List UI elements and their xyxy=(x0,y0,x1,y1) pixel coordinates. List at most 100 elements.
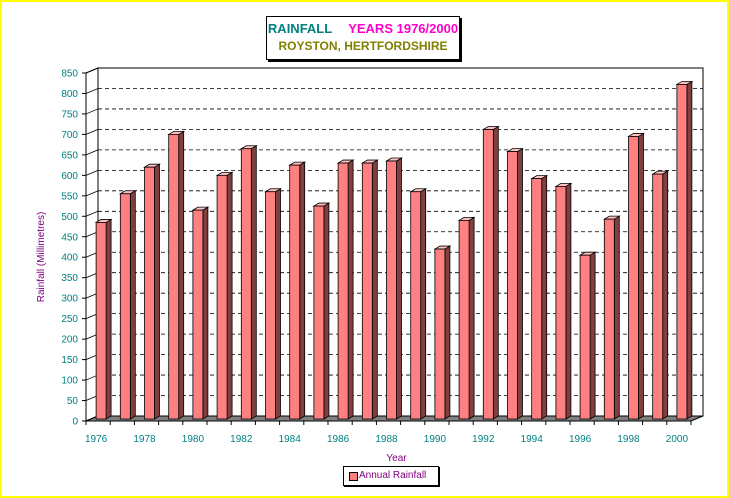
bar-side xyxy=(226,171,233,420)
x-tick-label: 1988 xyxy=(375,434,398,445)
bar xyxy=(95,222,107,420)
bar-side xyxy=(589,251,596,420)
bar xyxy=(579,254,591,420)
x-tick-label: 1984 xyxy=(279,434,302,445)
bar xyxy=(603,218,615,420)
y-tick-label: 600 xyxy=(61,171,78,182)
y-tick-label: 150 xyxy=(61,355,78,366)
bar-side xyxy=(565,182,572,420)
y-tick-label: 750 xyxy=(61,109,78,120)
side-wall-tick xyxy=(85,108,99,115)
x-tick-label: 1998 xyxy=(617,434,640,445)
bar-side xyxy=(178,130,185,420)
bar-side xyxy=(347,159,354,420)
bar xyxy=(652,173,664,420)
x-tick-label: 1982 xyxy=(230,434,253,445)
bar xyxy=(555,186,567,420)
legend-label: Annual Rainfall xyxy=(359,470,427,481)
bar xyxy=(192,209,204,420)
bar xyxy=(410,191,422,420)
bar-side xyxy=(541,174,548,420)
bar-side xyxy=(396,157,402,420)
y-tick-label: 300 xyxy=(61,294,78,305)
y-tick-label: 700 xyxy=(61,130,78,141)
bar xyxy=(240,148,252,420)
side-wall-tick xyxy=(85,129,99,135)
chart-title: RAINFALL xyxy=(267,21,333,36)
side-wall-tick xyxy=(85,67,99,74)
bar xyxy=(119,193,131,420)
side-wall-tick xyxy=(85,210,99,217)
bar xyxy=(482,129,494,420)
chart-title-line: RAINFALL YEARS 1976/2000 xyxy=(267,21,459,36)
bar xyxy=(337,162,349,420)
y-tick-label: 0 xyxy=(72,417,78,428)
bar xyxy=(628,136,639,420)
y-tick-label: 850 xyxy=(61,69,78,80)
bar-side xyxy=(444,245,451,420)
y-tick-label: 450 xyxy=(61,232,78,243)
bar-side xyxy=(638,132,644,420)
legend: Annual Rainfall xyxy=(343,466,439,486)
y-tick-label: 550 xyxy=(61,191,78,202)
x-tick-label: 1992 xyxy=(472,434,495,445)
x-tick-label: 1990 xyxy=(424,434,447,445)
legend-swatch xyxy=(349,472,358,481)
bar-side xyxy=(686,80,693,420)
bar xyxy=(507,151,518,420)
bar xyxy=(676,84,688,420)
side-wall-tick xyxy=(85,169,99,176)
bar-side xyxy=(202,206,209,420)
side-wall-tick xyxy=(85,88,99,94)
y-tick-label: 50 xyxy=(67,396,79,407)
x-tick-label: 1980 xyxy=(182,434,205,445)
side-wall-tick xyxy=(85,149,99,156)
bar xyxy=(313,205,325,420)
bar-side xyxy=(154,163,160,420)
bar-side xyxy=(275,188,281,420)
bar-side xyxy=(662,170,669,420)
bar-side xyxy=(613,215,620,420)
bar xyxy=(458,219,470,420)
bar-side xyxy=(420,188,427,420)
y-tick-label: 200 xyxy=(61,335,78,346)
x-tick-label: 1978 xyxy=(133,434,156,445)
bar-side xyxy=(105,218,112,420)
y-tick-label: 650 xyxy=(61,150,78,161)
bar-side xyxy=(371,159,378,420)
bar-side xyxy=(299,161,306,420)
bar xyxy=(531,178,543,420)
x-tick-label: 1986 xyxy=(327,434,350,445)
y-tick-label: 250 xyxy=(61,314,78,325)
y-tick-label: 800 xyxy=(61,89,78,100)
bar xyxy=(361,162,373,420)
side-wall-tick xyxy=(85,190,99,197)
bar-side xyxy=(129,190,136,420)
y-tick-label: 400 xyxy=(61,253,78,264)
y-tick-label: 100 xyxy=(61,376,78,387)
chart-title-box: RAINFALL YEARS 1976/2000 ROYSTON, HERTFOR… xyxy=(266,16,460,60)
y-tick-label: 350 xyxy=(61,273,78,284)
chart-subtitle: ROYSTON, HERTFORDSHIRE xyxy=(278,39,448,53)
x-tick-label: 1996 xyxy=(569,434,592,445)
y-axis-title: Rainfall (Millimetres) xyxy=(36,212,47,303)
bar xyxy=(386,160,397,420)
x-axis-title: Year xyxy=(386,453,407,464)
bar-side xyxy=(517,147,523,420)
chart-years: YEARS 1976/2000 xyxy=(348,21,459,36)
bar-side xyxy=(250,145,257,420)
bar xyxy=(216,174,228,420)
x-tick-label: 1994 xyxy=(521,434,544,445)
bar xyxy=(289,164,301,420)
bar-side xyxy=(468,216,475,420)
bar xyxy=(144,166,155,420)
bar-side xyxy=(492,125,499,420)
bar xyxy=(434,248,446,420)
x-tick-label: 1976 xyxy=(85,434,108,445)
bar xyxy=(265,191,276,420)
bar xyxy=(168,134,180,420)
x-tick-label: 2000 xyxy=(666,434,689,445)
bar-side xyxy=(323,202,330,420)
y-tick-label: 500 xyxy=(61,212,78,223)
